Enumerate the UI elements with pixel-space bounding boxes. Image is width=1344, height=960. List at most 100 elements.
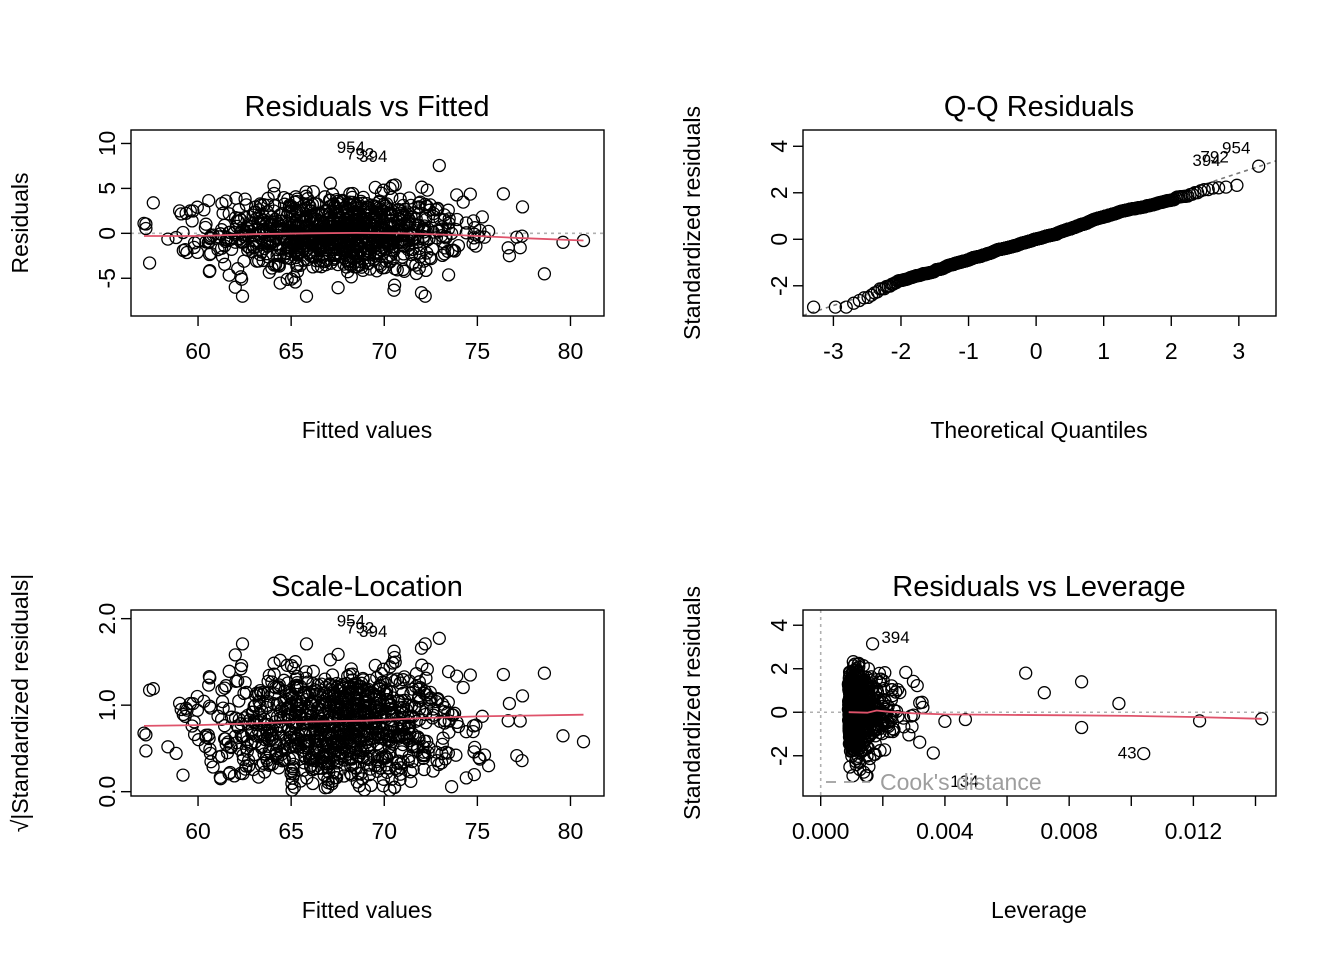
data-point xyxy=(235,289,250,303)
data-point xyxy=(402,733,416,748)
data-point xyxy=(238,210,252,225)
data-point xyxy=(284,764,299,778)
data-point xyxy=(902,728,916,742)
data-point xyxy=(284,658,299,673)
data-point xyxy=(537,666,552,680)
data-point xyxy=(342,730,357,745)
data-point xyxy=(845,679,860,693)
data-point xyxy=(1074,675,1089,689)
x-tick-label: 3 xyxy=(1232,338,1245,364)
data-point xyxy=(273,276,287,290)
data-point xyxy=(253,713,267,727)
data-point xyxy=(316,686,330,700)
data-point xyxy=(515,200,530,214)
data-point xyxy=(265,218,279,232)
data-point xyxy=(331,281,345,295)
data-point xyxy=(363,731,377,746)
data-point xyxy=(263,236,277,250)
data-point xyxy=(346,195,360,210)
point-label: 792 xyxy=(1200,148,1228,167)
point-label: 954 xyxy=(1222,138,1250,157)
data-point xyxy=(339,705,353,719)
data-point xyxy=(281,676,295,690)
x-tick-label: 0 xyxy=(1030,338,1043,364)
data-point xyxy=(417,748,431,762)
data-point xyxy=(904,709,918,723)
data-point xyxy=(435,248,450,263)
smooth-line xyxy=(143,713,584,727)
x-tick-label: 75 xyxy=(465,818,491,844)
data-point xyxy=(180,245,194,260)
data-point xyxy=(387,644,401,658)
data-point xyxy=(411,218,425,232)
data-point xyxy=(442,216,456,230)
data-point xyxy=(252,707,266,721)
data-point xyxy=(137,726,151,740)
data-point xyxy=(280,272,294,287)
data-point xyxy=(301,675,315,689)
data-point xyxy=(216,206,230,220)
y-tick-label: 5 xyxy=(94,182,120,195)
data-point xyxy=(311,240,326,255)
x-tick-label: -2 xyxy=(891,338,911,364)
data-point xyxy=(370,764,385,778)
data-point xyxy=(496,187,511,201)
plot-frame xyxy=(130,609,605,797)
data-point xyxy=(273,696,287,710)
x-tick-label: 2 xyxy=(1165,338,1178,364)
data-point xyxy=(884,693,899,707)
data-point xyxy=(322,744,337,758)
data-point xyxy=(331,647,345,662)
data-point xyxy=(857,708,871,722)
data-point xyxy=(249,235,263,249)
data-point xyxy=(379,750,394,764)
data-point xyxy=(849,718,863,732)
data-point xyxy=(1137,746,1151,761)
data-point xyxy=(342,241,357,255)
data-point xyxy=(273,653,287,667)
data-point xyxy=(206,760,220,774)
data-point xyxy=(254,686,268,700)
data-point xyxy=(419,716,433,730)
data-point xyxy=(395,745,409,759)
panel-qq-residuals: Q-Q Residuals Theoretical Quantiles Stan… xyxy=(679,91,1277,443)
data-point xyxy=(345,758,360,772)
data-point xyxy=(1219,180,1233,194)
data-point xyxy=(172,204,187,218)
data-point xyxy=(263,727,277,741)
data-point xyxy=(386,251,400,266)
data-point xyxy=(378,222,392,237)
data-point xyxy=(420,183,434,197)
point-label: 134 xyxy=(950,772,978,791)
point-label: 792 xyxy=(346,144,374,163)
data-point xyxy=(288,740,303,754)
data-point xyxy=(369,703,383,717)
data-point xyxy=(368,711,382,725)
plot-frame xyxy=(802,609,1277,797)
data-point xyxy=(176,225,190,240)
data-point xyxy=(360,202,374,217)
data-point xyxy=(862,759,876,774)
data-point xyxy=(330,679,345,694)
data-point xyxy=(310,684,324,698)
data-point xyxy=(330,756,344,770)
data-point xyxy=(161,740,175,754)
data-point xyxy=(865,714,880,728)
data-point xyxy=(304,224,318,238)
data-point xyxy=(958,712,973,727)
y-tick-label: -5 xyxy=(94,268,120,288)
data-point xyxy=(414,641,429,655)
plot-frame xyxy=(130,129,605,317)
data-point xyxy=(197,203,211,217)
data-point xyxy=(419,263,433,278)
data-point xyxy=(915,695,929,709)
data-point xyxy=(378,749,392,763)
data-point xyxy=(261,686,275,700)
data-point xyxy=(235,729,250,744)
point-label: 43 xyxy=(1118,743,1137,762)
data-point xyxy=(219,679,233,693)
data-point xyxy=(176,768,190,782)
data-point xyxy=(306,664,320,678)
data-point xyxy=(556,729,570,743)
data-point xyxy=(283,698,297,712)
